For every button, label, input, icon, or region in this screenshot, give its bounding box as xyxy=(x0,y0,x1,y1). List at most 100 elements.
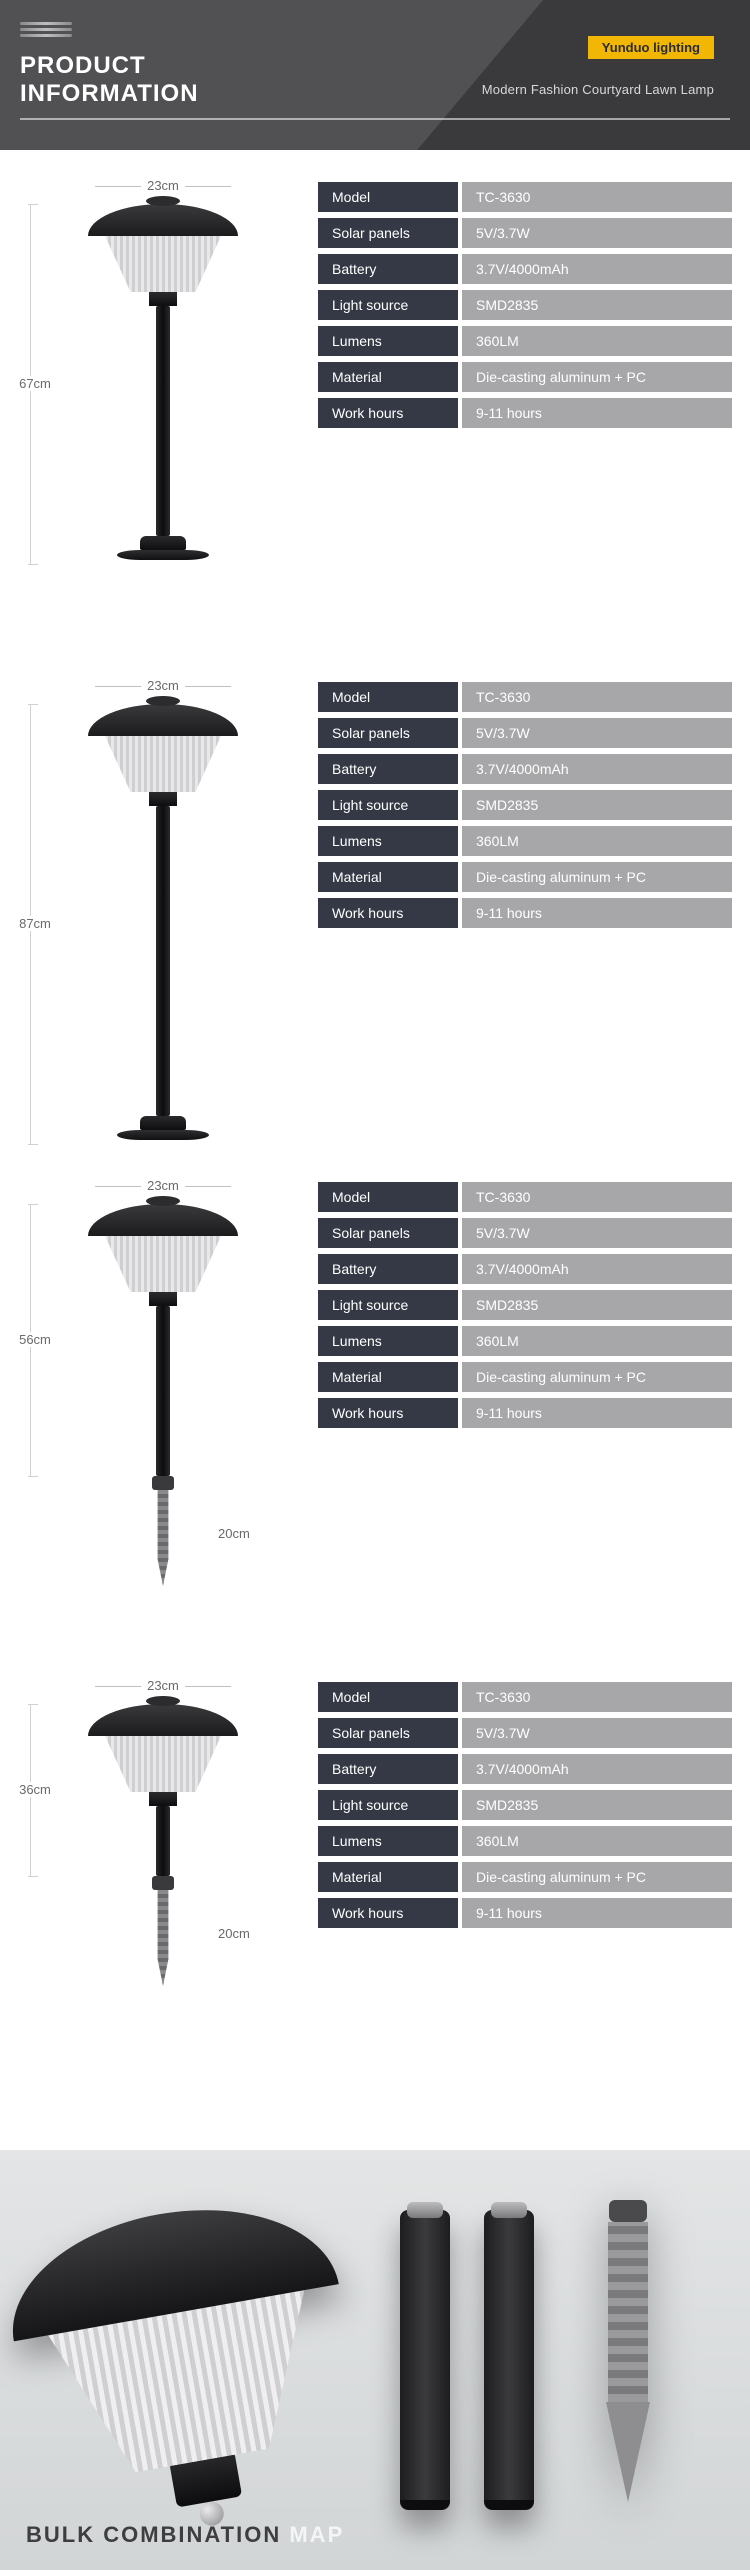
spec-row: ModelTC-3630 xyxy=(318,182,732,212)
dim-height: 87cm xyxy=(18,916,52,931)
spec-label: Light source xyxy=(318,790,458,820)
header-title-line2: INFORMATION xyxy=(20,80,199,108)
spec-label: Solar panels xyxy=(318,218,458,248)
spec-label: Material xyxy=(318,1362,458,1392)
dim-width: 23cm xyxy=(147,1178,179,1193)
spec-label: Work hours xyxy=(318,1898,458,1928)
product-figure: 23cm 67cm xyxy=(18,178,308,638)
lamp-head xyxy=(88,1204,238,1292)
spec-row: MaterialDie-casting aluminum + PC xyxy=(318,1862,732,1892)
footer-combination-map: BULK COMBINATION MAP xyxy=(0,2150,750,2570)
spec-table: ModelTC-3630Solar panels5V/3.7WBattery3.… xyxy=(318,178,732,638)
header-title: PRODUCT INFORMATION xyxy=(20,52,199,108)
footer-spike xyxy=(588,2200,668,2510)
spec-value: TC-3630 xyxy=(462,1682,732,1712)
spec-label: Material xyxy=(318,362,458,392)
spec-row: Solar panels5V/3.7W xyxy=(318,1718,732,1748)
spec-label: Material xyxy=(318,1862,458,1892)
spec-label: Lumens xyxy=(318,1326,458,1356)
spec-label: Battery xyxy=(318,1754,458,1784)
spec-row: Lumens360LM xyxy=(318,1326,732,1356)
spec-row: Light sourceSMD2835 xyxy=(318,790,732,820)
spec-row: MaterialDie-casting aluminum + PC xyxy=(318,362,732,392)
spec-value: TC-3630 xyxy=(462,182,732,212)
spec-row: ModelTC-3630 xyxy=(318,1682,732,1712)
lamp-head xyxy=(88,704,238,792)
spec-value: SMD2835 xyxy=(462,790,732,820)
spec-value: 3.7V/4000mAh xyxy=(462,1754,732,1784)
header-wavy-icon xyxy=(20,22,72,44)
spec-label: Battery xyxy=(318,754,458,784)
spec-row: Lumens360LM xyxy=(318,326,732,356)
spec-value: SMD2835 xyxy=(462,1290,732,1320)
dim-width: 23cm xyxy=(147,1678,179,1693)
spec-row: MaterialDie-casting aluminum + PC xyxy=(318,862,732,892)
dim-spike: 20cm xyxy=(218,1926,250,1941)
lamp-spike xyxy=(147,1876,179,1986)
spec-value: TC-3630 xyxy=(462,1182,732,1212)
spec-row: Battery3.7V/4000mAh xyxy=(318,254,732,284)
spec-row: Light sourceSMD2835 xyxy=(318,1290,732,1320)
footer-tube-2 xyxy=(484,2210,534,2510)
spec-value: Die-casting aluminum + PC xyxy=(462,862,732,892)
spec-value: SMD2835 xyxy=(462,1790,732,1820)
spec-value: 3.7V/4000mAh xyxy=(462,1254,732,1284)
spec-value: Die-casting aluminum + PC xyxy=(462,1362,732,1392)
spec-row: Work hours9-11 hours xyxy=(318,1398,732,1428)
spec-label: Battery xyxy=(318,1254,458,1284)
spec-row: Solar panels5V/3.7W xyxy=(318,718,732,748)
spec-label: Work hours xyxy=(318,1398,458,1428)
footer-title-text: BULK COMBINATION xyxy=(26,2522,289,2547)
header-subtitle: Modern Fashion Courtyard Lawn Lamp xyxy=(482,82,714,97)
spec-label: Light source xyxy=(318,1290,458,1320)
product-figure: 23cm56cm20cm xyxy=(18,1178,308,1638)
spec-row: Lumens360LM xyxy=(318,826,732,856)
lamp-head xyxy=(88,204,238,292)
spec-label: Light source xyxy=(318,290,458,320)
spec-value: 360LM xyxy=(462,826,732,856)
spec-label: Lumens xyxy=(318,1826,458,1856)
product-figure: 23cm 36cm 20cm xyxy=(18,1678,308,2138)
spec-label: Model xyxy=(318,182,458,212)
product-section: 23cm 36cm 20cm ModelTC-3630 Solar panels5V/3… xyxy=(0,1650,750,2150)
footer-lamp-head xyxy=(0,2186,374,2539)
dim-height: 36cm xyxy=(18,1782,52,1797)
spec-value: 5V/3.7W xyxy=(462,218,732,248)
spec-value: 5V/3.7W xyxy=(462,718,732,748)
spec-row: Solar panels5V/3.7W xyxy=(318,1218,732,1248)
spec-row: Work hours9-11 hours xyxy=(318,398,732,428)
dim-width: 23cm xyxy=(147,178,179,193)
spec-label: Solar panels xyxy=(318,1718,458,1748)
spec-label: Battery xyxy=(318,254,458,284)
spec-table: ModelTC-3630Solar panels5V/3.7WBattery3.… xyxy=(318,678,732,1138)
spec-label: Light source xyxy=(318,1790,458,1820)
spec-value: 3.7V/4000mAh xyxy=(462,254,732,284)
spec-value: 360LM xyxy=(462,1326,732,1356)
spec-row: MaterialDie-casting aluminum + PC xyxy=(318,1362,732,1392)
footer-title: BULK COMBINATION MAP xyxy=(26,2522,344,2548)
spec-row: Solar panels5V/3.7W xyxy=(318,218,732,248)
spec-table: ModelTC-3630 Solar panels5V/3.7W Battery3.… xyxy=(318,1678,732,2138)
spec-label: Material xyxy=(318,862,458,892)
spec-row: ModelTC-3630 xyxy=(318,1182,732,1212)
spec-value: 9-11 hours xyxy=(462,1898,732,1928)
spec-label: Model xyxy=(318,1682,458,1712)
lamp-pole xyxy=(156,306,170,536)
dim-height: 67cm xyxy=(18,376,52,391)
product-figure: 23cm 87cm xyxy=(18,678,308,1138)
spec-row: Work hours9-11 hours xyxy=(318,898,732,928)
product-section: 23cm 87cm ModelTC-3630 Solar panels5V/3.7W B… xyxy=(0,650,750,1150)
spec-row: ModelTC-3630 xyxy=(318,682,732,712)
spec-row: Battery3.7V/4000mAh xyxy=(318,1754,732,1784)
spec-label: Lumens xyxy=(318,826,458,856)
dim-width: 23cm xyxy=(147,678,179,693)
spec-value: 5V/3.7W xyxy=(462,1218,732,1248)
spec-label: Model xyxy=(318,1182,458,1212)
spec-value: 9-11 hours xyxy=(462,898,732,928)
footer-tube-1 xyxy=(400,2210,450,2510)
footer-title-watermark: MAP xyxy=(289,2522,344,2547)
spec-value: 360LM xyxy=(462,1826,732,1856)
spec-value: 360LM xyxy=(462,326,732,356)
spec-label: Work hours xyxy=(318,898,458,928)
spec-row: Battery3.7V/4000mAh xyxy=(318,1254,732,1284)
